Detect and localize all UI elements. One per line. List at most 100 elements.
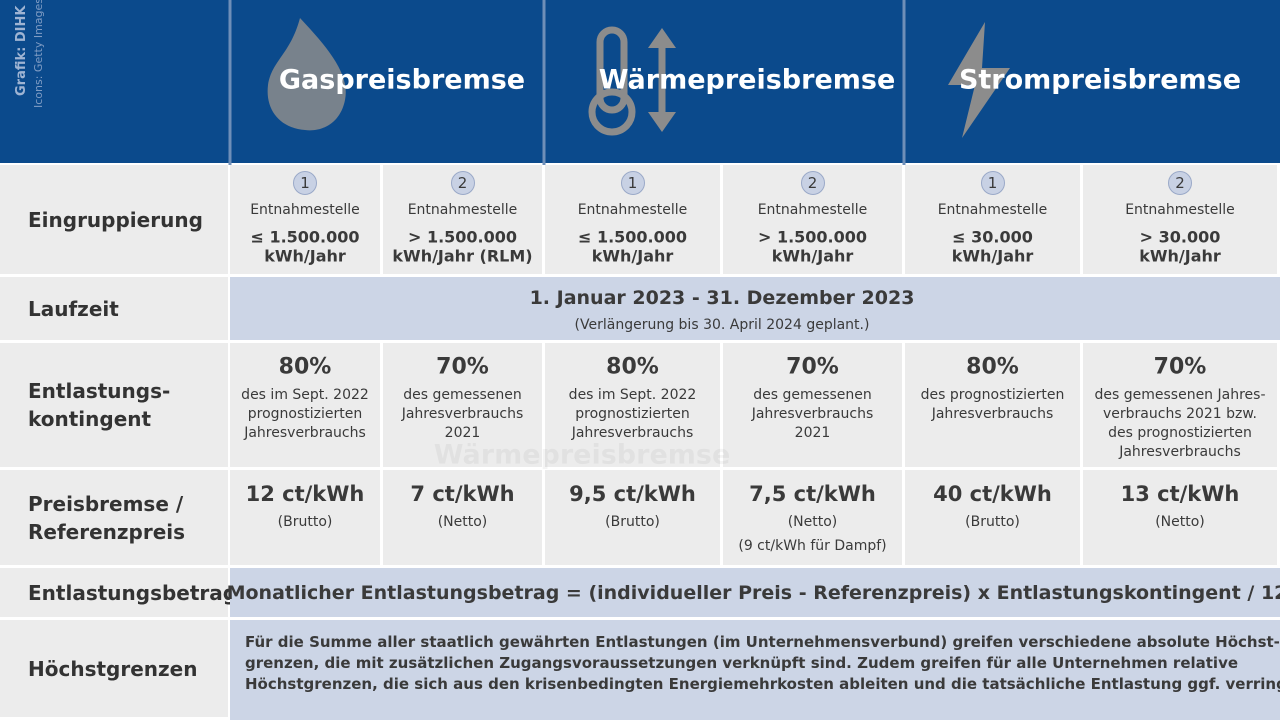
group-limit: kWh/Jahr	[1139, 246, 1221, 266]
group-limit: kWh/Jahr	[771, 246, 854, 266]
group-limit: ≤ 1.500.000	[250, 227, 360, 247]
cell	[905, 343, 1080, 467]
cell	[1083, 470, 1277, 565]
span-text: (Verlängerung bis 30. April 2024 geplant…	[574, 317, 870, 333]
cell	[723, 343, 902, 467]
span-cell	[230, 277, 1280, 340]
header-band	[0, 0, 1280, 163]
percent-desc: Jahresverbrauchs	[244, 425, 366, 441]
percent-desc: Jahresverbrauchs	[401, 406, 524, 422]
price: 13 ct/kWh	[1120, 482, 1240, 506]
credit: Icons: Getty Images	[32, 0, 45, 108]
cell	[723, 470, 902, 565]
percent-desc: des gemessenen	[403, 387, 522, 403]
cell	[230, 343, 380, 467]
price: 40 ct/kWh	[933, 482, 1052, 506]
column-title: Strompreisbremse	[958, 64, 1242, 96]
row-label-cell	[0, 470, 228, 565]
column-title: Wärmepreisbremse	[598, 64, 896, 96]
percent: 80%	[966, 354, 1019, 380]
cell	[230, 470, 380, 565]
percent-desc: Jahresverbrauchs	[571, 425, 694, 441]
watermark: Wärmepreisbremse	[434, 440, 731, 471]
group-type: Entnahmestelle	[407, 202, 518, 218]
credit: Grafik: DIHK	[14, 5, 29, 96]
price-note: (Netto)	[787, 514, 838, 530]
group-limit: ≤ 30.000	[952, 227, 1033, 247]
percent: 70%	[436, 354, 489, 380]
percent-desc: Jahresverbrauchs	[751, 406, 874, 422]
row-label: Referenzpreis	[28, 519, 186, 544]
group-type: Entnahmestelle	[250, 202, 360, 218]
group-limit: > 1.500.000	[407, 227, 518, 247]
row-label: Eingruppierung	[28, 207, 203, 232]
group-number: 2	[450, 171, 475, 195]
row-label: kontingent	[28, 407, 152, 431]
note-text: Für die Summe aller staatlich gewährten …	[245, 633, 1280, 651]
group-type: Entnahmestelle	[1125, 202, 1235, 218]
cell	[383, 470, 542, 565]
price-note: (Netto)	[437, 514, 488, 530]
percent-desc: des prognostizierten	[1108, 425, 1252, 441]
group-limit: kWh/Jahr (RLM)	[392, 246, 533, 266]
group-type: Entnahmestelle	[937, 202, 1048, 218]
percent: 70%	[1153, 354, 1207, 380]
header-icons	[228, 0, 1010, 165]
percent-desc: Jahresverbrauchs	[1119, 444, 1241, 460]
percent-desc: des im Sept. 2022	[568, 387, 697, 403]
price: 7,5 ct/kWh	[749, 482, 876, 506]
price-note: (Brutto)	[605, 514, 660, 530]
percent-desc: des gemessenen	[753, 387, 872, 403]
group-type: Entnahmestelle	[577, 202, 688, 218]
span-text: 1. Januar 2023 - 31. Dezember 2023	[529, 287, 915, 309]
cell	[905, 470, 1080, 565]
span-cell	[230, 620, 1280, 720]
price-note: (Brutto)	[965, 514, 1020, 530]
row-label-cell	[0, 165, 228, 274]
price: 7 ct/kWh	[410, 482, 515, 506]
row-label: Höchstgrenzen	[28, 656, 198, 681]
group-limit: > 1.500.000	[757, 227, 868, 247]
row-label: Entlastungs-	[28, 379, 171, 403]
row-label: Laufzeit	[28, 296, 119, 321]
group-number: 1	[980, 171, 1005, 195]
percent-desc: Jahresverbrauchs	[931, 406, 1054, 422]
row-label: Preisbremse /	[28, 491, 184, 516]
span-cell	[230, 568, 1280, 617]
percent-desc: des gemessenen Jahres-	[1094, 387, 1266, 403]
row-label-cell	[0, 343, 228, 467]
group-limit: kWh/Jahr	[591, 246, 674, 266]
percent-desc: 2021	[444, 425, 481, 441]
cell	[1083, 343, 1277, 467]
cell	[545, 470, 720, 565]
price: 12 ct/kWh	[245, 482, 365, 506]
percent-desc: prognostizierten	[247, 406, 363, 422]
percent-desc: des prognostizierten	[920, 387, 1065, 403]
percent-desc: 2021	[794, 425, 831, 441]
column-title: Gaspreisbremse	[278, 64, 526, 96]
percent: 70%	[786, 354, 839, 380]
group-number: 2	[800, 171, 825, 195]
percent: 80%	[278, 354, 332, 380]
group-number: 1	[293, 171, 317, 195]
group-type: Entnahmestelle	[757, 202, 868, 218]
group-limit: kWh/Jahr	[264, 246, 346, 266]
group-limit: ≤ 1.500.000	[577, 227, 688, 247]
price-note: (Netto)	[1155, 514, 1205, 530]
percent-desc: prognostizierten	[575, 406, 690, 422]
cell	[545, 343, 720, 467]
price-note: (Brutto)	[277, 514, 333, 530]
group-limit: kWh/Jahr	[951, 246, 1034, 266]
price: 9,5 ct/kWh	[569, 482, 696, 506]
group-number: 1	[620, 171, 645, 195]
note-text: Höchstgrenzen, die sich aus den krisenbe…	[245, 675, 1280, 693]
price-note: (9 ct/kWh für Dampf)	[738, 538, 887, 554]
cell	[383, 343, 542, 467]
percent-desc: des im Sept. 2022	[241, 387, 369, 403]
row-label-cell	[0, 568, 228, 617]
row-label: Entlastungsbetrag	[28, 580, 238, 605]
row-label-cell	[0, 620, 228, 717]
span-text: Monatlicher Entlastungsbetrag = (individ…	[226, 581, 1280, 604]
group-limit: > 30.000	[1139, 227, 1221, 247]
